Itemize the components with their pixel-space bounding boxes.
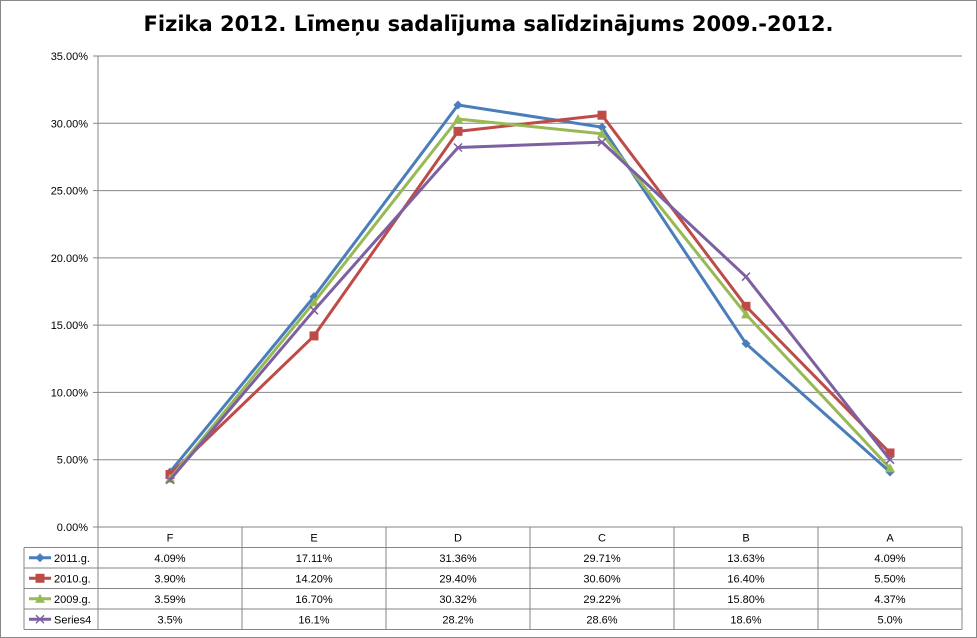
data-point-triangle [35, 593, 45, 603]
y-tick-label: 15.00% [51, 320, 89, 332]
x-category-label: D [454, 532, 462, 544]
data-point-x [309, 305, 319, 315]
data-point-square [597, 110, 607, 120]
table-cell-value: 30.60% [583, 573, 621, 585]
data-point-square [309, 331, 319, 341]
data-point-x [35, 614, 45, 624]
table-cell-value: 30.32% [439, 594, 477, 606]
data-point-x-stroke [597, 137, 607, 147]
series-line [168, 113, 892, 476]
table-cell-value: 28.6% [586, 614, 617, 626]
data-point-diamond [453, 100, 463, 110]
legend-series-name: Series4 [54, 614, 91, 626]
table-cell-value: 29.40% [439, 573, 477, 585]
data-point-x [453, 142, 463, 153]
data-point-x-stroke [741, 272, 751, 282]
data-table: F E D C B A 2011.g. 4.09% 17.11% 31.36% 29.71% 13.6… [23, 527, 963, 630]
data-point-square [35, 573, 45, 583]
data-point-square [453, 126, 463, 136]
table-cell-value: 5.0% [877, 614, 902, 626]
table-cell-value: 3.90% [154, 573, 185, 585]
table-cell-value: 3.5% [157, 614, 182, 626]
y-tick-label: 20.00% [51, 253, 89, 265]
table-cell-value: 4.09% [154, 553, 185, 565]
table-cell-value: 18.6% [730, 614, 761, 626]
table-cell-value: 4.09% [874, 553, 905, 565]
data-point-diamond [741, 339, 751, 349]
legend-series-name: 2011.g. [54, 553, 90, 565]
x-category-label: A [886, 532, 894, 544]
chart-title: Fizika 2012. Līmeņu sadalījuma salīdzinā… [143, 12, 834, 36]
table-cell-value: 3.59% [154, 594, 185, 606]
table-cell-value: 16.40% [727, 573, 765, 585]
table-cell-value: 31.36% [439, 553, 477, 565]
table-cell-value: 14.20% [295, 573, 333, 585]
data-point-triangle [885, 463, 895, 473]
table-cell-value: 15.80% [727, 594, 765, 606]
data-point-x [165, 475, 175, 485]
data-point-x [741, 272, 751, 282]
series-lines [165, 100, 895, 485]
data-point-x [597, 137, 607, 147]
data-point-diamond [597, 122, 607, 132]
x-category-label: C [598, 532, 606, 544]
data-point-x [885, 455, 895, 465]
x-category-label: F [167, 532, 174, 544]
data-point-square [885, 448, 895, 458]
data-point-square [741, 301, 751, 311]
table-cell-value: 5.50% [874, 573, 905, 585]
data-point-triangle [597, 128, 607, 138]
table-cell-value: 4.37% [874, 594, 905, 606]
y-axis-ticks: 0.00% 5.00% 10.00% 15.00% 20.00% 25.00% 30.00%… [51, 51, 98, 534]
y-tick-label: 0.00% [57, 522, 88, 534]
y-tick-label: 25.00% [51, 186, 89, 198]
data-point-x-stroke [453, 142, 463, 153]
series-line [168, 103, 891, 474]
data-point-x-stroke [309, 305, 319, 315]
data-point-triangle [453, 113, 463, 123]
table-cell-value: 29.22% [583, 594, 621, 606]
data-point-diamond [35, 553, 45, 563]
data-point-x-stroke [35, 614, 45, 624]
legend-series-name: 2009.g. [54, 594, 91, 606]
y-tick-label: 30.00% [51, 118, 89, 130]
data-point-x-stroke [885, 455, 895, 465]
data-point-triangle [741, 309, 751, 319]
table-cell-value: 16.70% [295, 594, 333, 606]
legend-series-name: 2010.g. [54, 573, 91, 585]
table-cell-value: 29.71% [583, 553, 621, 565]
series-line [168, 117, 892, 480]
y-tick-label: 35.00% [51, 51, 89, 63]
x-category-label: E [310, 532, 317, 544]
series-line [168, 140, 892, 481]
table-cell-value: 28.2% [442, 614, 473, 626]
y-tick-label: 10.00% [51, 387, 89, 399]
table-cell-value: 13.63% [727, 553, 765, 565]
y-tick-label: 5.00% [57, 455, 88, 467]
table-cell-value: 17.11% [296, 553, 333, 565]
table-cell-value: 16.1% [298, 614, 329, 626]
x-category-label: B [742, 532, 749, 544]
data-point-x-stroke [165, 475, 175, 485]
data-point-triangle [309, 297, 319, 307]
